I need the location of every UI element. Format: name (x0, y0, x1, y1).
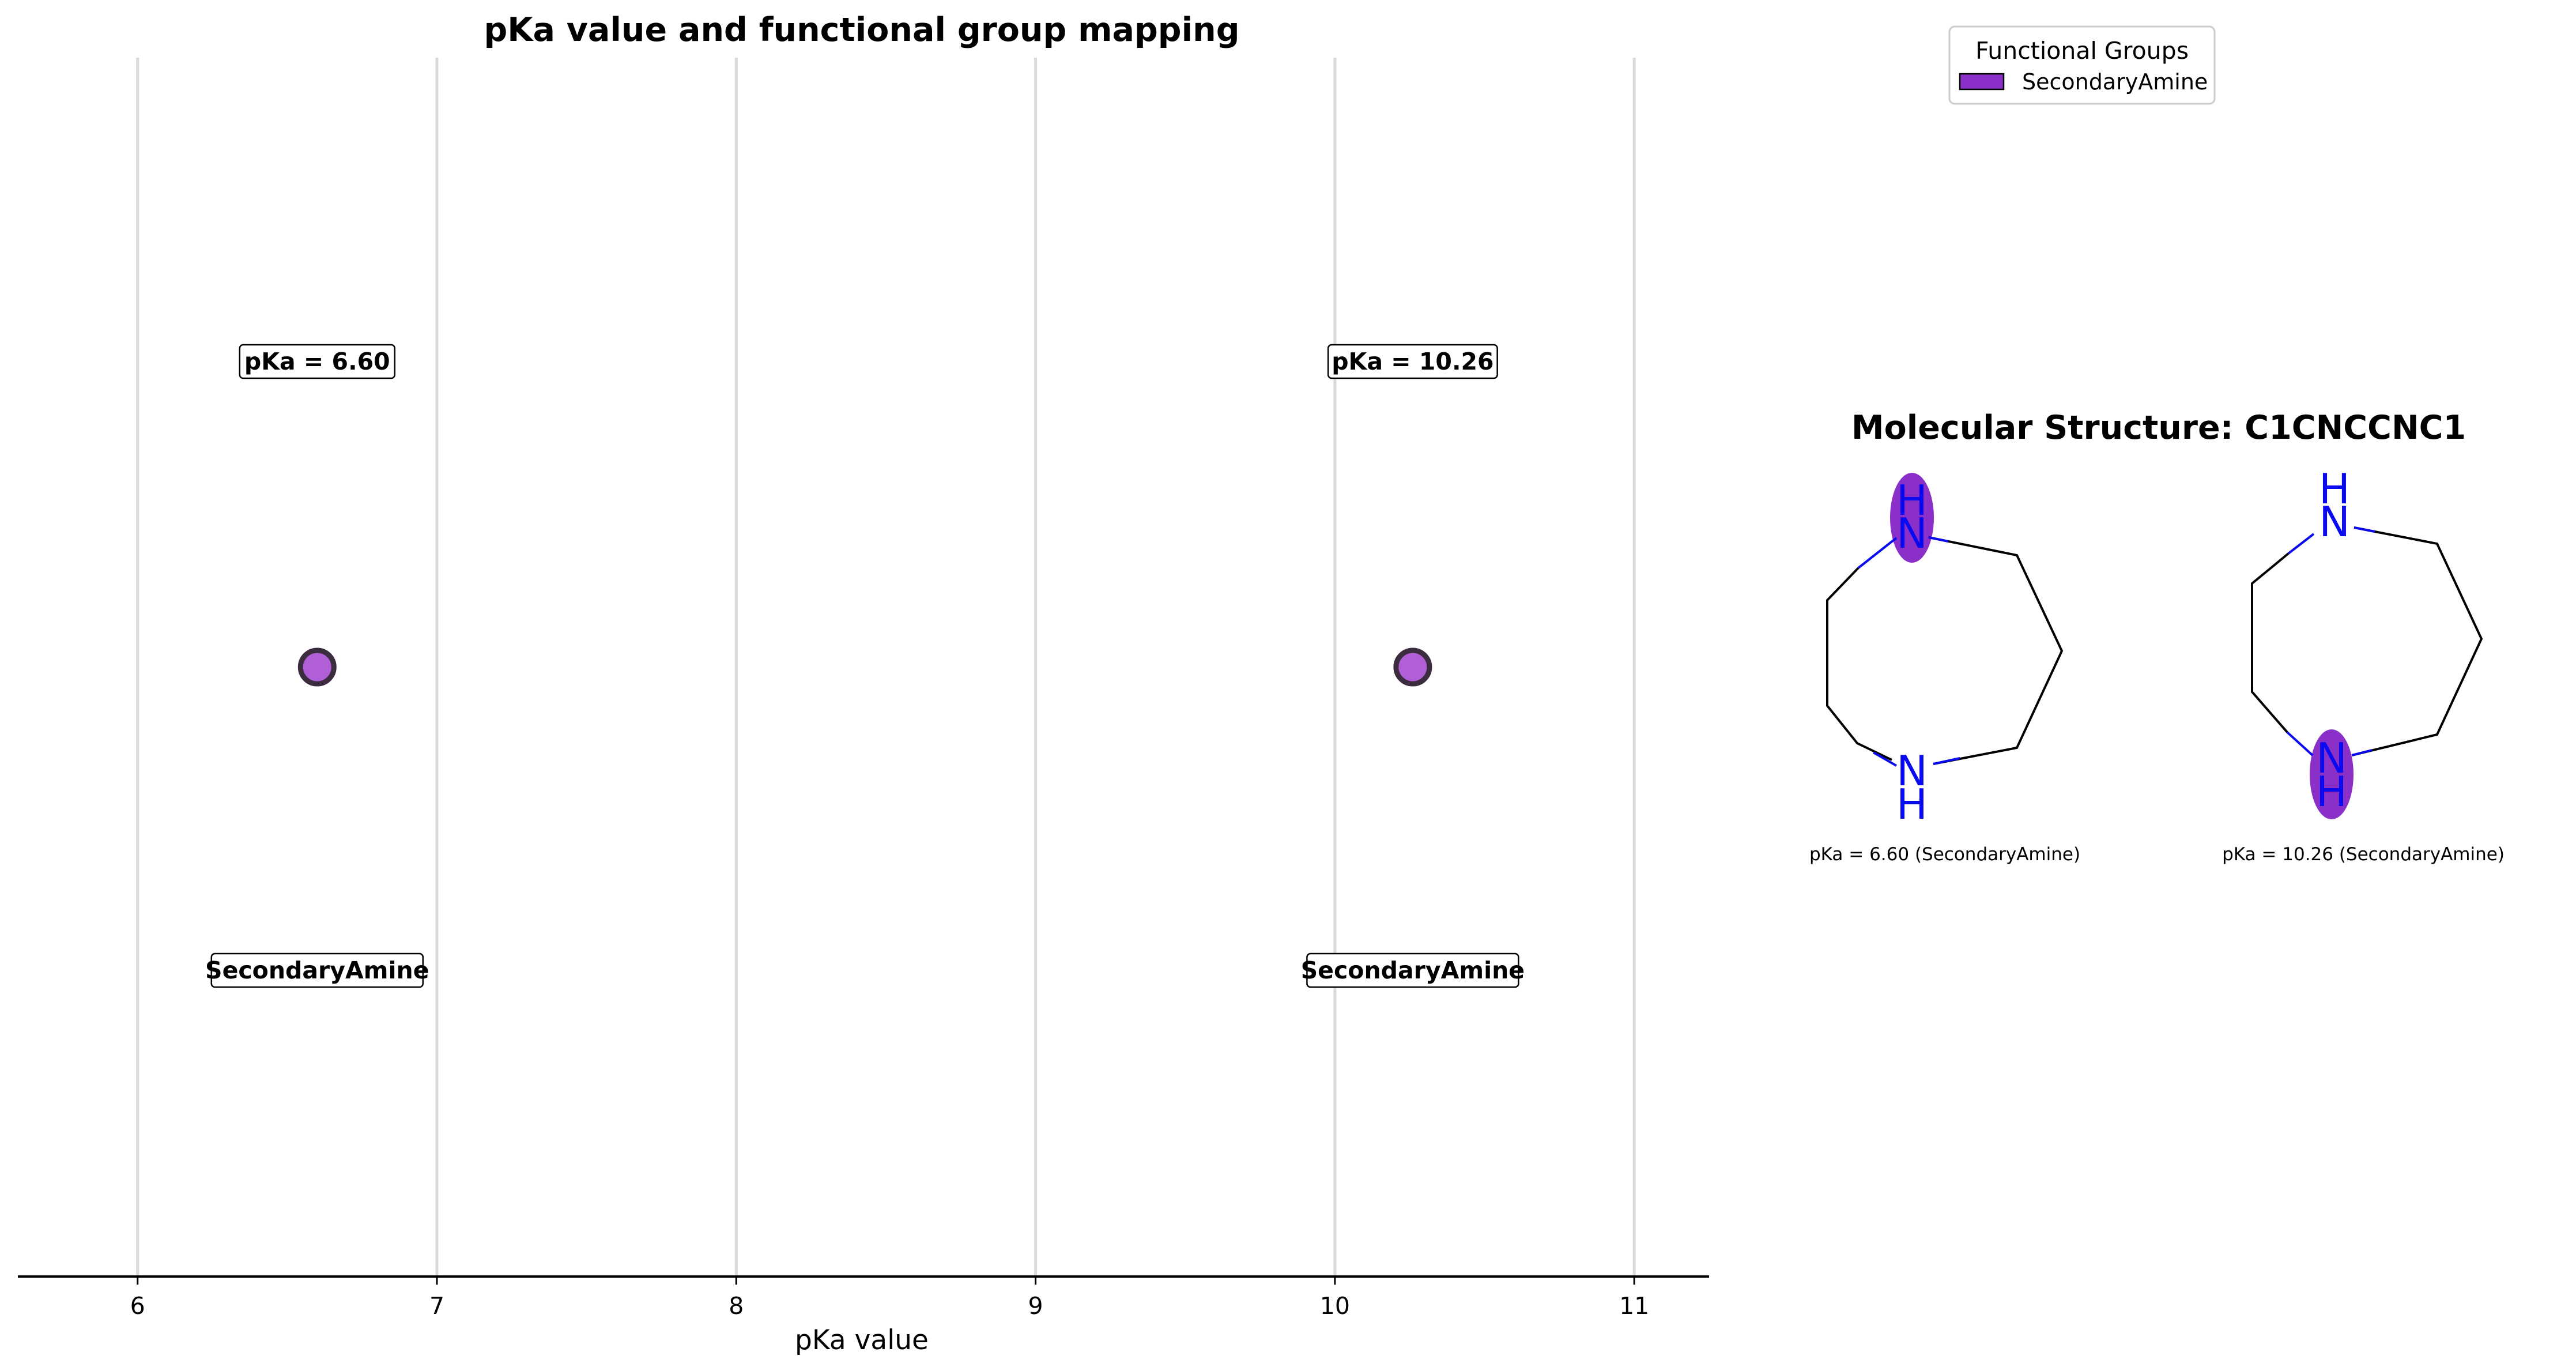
data-point (1393, 647, 1432, 687)
gridlines (136, 58, 1636, 1277)
ring-bonds (1928, 536, 2064, 765)
atom-h: H (1896, 780, 1928, 829)
bond-n-top-right (2354, 526, 2375, 533)
structure-title: Molecular Structure: C1CNCCNC1 (1851, 409, 2466, 447)
point-group-label: SecondaryAmine (1301, 957, 1525, 984)
atom-n: N (2316, 734, 2347, 782)
legend-entry-label: SecondaryAmine (2022, 69, 2208, 95)
x-tick-label: 8 (729, 1292, 744, 1320)
molecule-caption-2: pKa = 10.26 (SecondaryAmine) (2222, 844, 2505, 865)
x-tick-label: 11 (1619, 1292, 1649, 1320)
point-value-label: pKa = 10.26 (1332, 348, 1493, 375)
highlight-nh-top (1890, 473, 1934, 563)
atom-h: H (2316, 767, 2347, 816)
data-point (297, 647, 337, 687)
legend-swatch-secondaryamine (1959, 73, 2005, 91)
x-ticks: 6 7 8 9 10 11 (130, 1277, 1649, 1320)
ring-bonds-left (1826, 567, 1892, 761)
point-group-label-box (210, 952, 424, 988)
x-tick-label: 7 (429, 1292, 444, 1320)
pka-chart: pKa value and functional group mapping 6… (18, 11, 1709, 1356)
point-value-label: pKa = 6.60 (244, 348, 390, 375)
point-group-label-group: SecondaryAmine (1301, 952, 1525, 988)
atom-h: H (1896, 476, 1928, 525)
point-value-label-box (1327, 344, 1498, 379)
atom-n: N (1896, 509, 1928, 558)
legend-frame (1948, 25, 2216, 105)
ring-bonds (2351, 526, 2483, 756)
highlight-nh-bottom (2310, 729, 2354, 819)
x-tick-label: 10 (1320, 1292, 1350, 1320)
bond-n-top-right (1928, 536, 1949, 543)
bond-n-top (2287, 533, 2315, 555)
bond-n-bottom (1873, 751, 1897, 767)
bond-n-bottom-right (1933, 757, 1960, 765)
x-tick-label: 6 (130, 1292, 145, 1320)
legend: Functional Groups SecondaryAmine (1948, 25, 2216, 105)
data-points: pKa = 6.60 SecondaryAmine pKa = 10.26 Secon… (205, 344, 1525, 988)
point-value-label-box (239, 344, 396, 379)
atom-h: H (2319, 465, 2350, 513)
atom-n: N (2319, 498, 2350, 546)
molecular-structure-panel: Molecular Structure: C1CNCCNC1 H N N H p… (1809, 409, 2505, 865)
legend-title: Functional Groups (1975, 37, 2189, 65)
bond-n-top (1857, 537, 1898, 569)
ring-bonds-left (2251, 552, 2290, 733)
atom-n: N (1896, 747, 1928, 795)
point-value-label-group: pKa = 10.26 (1327, 344, 1498, 379)
bond-n-bottom-right (2351, 749, 2373, 756)
point-group-label-group: SecondaryAmine (205, 952, 429, 988)
x-axis-label: pKa value (795, 1324, 929, 1356)
point-group-label-box (1306, 952, 1519, 988)
molecule-caption-1: pKa = 6.60 (SecondaryAmine) (1809, 844, 2080, 865)
molecule-1: H N N H pKa = 6.60 (SecondaryAmine) (1809, 473, 2080, 865)
bond-n-bottom (2286, 731, 2314, 756)
point-group-label: SecondaryAmine (205, 957, 429, 984)
chart-title: pKa value and functional group mapping (484, 11, 1240, 49)
point-value-label-group: pKa = 6.60 (239, 344, 396, 379)
x-tick-label: 9 (1028, 1292, 1043, 1320)
molecule-2: H N N H pKa = 10.26 (SecondaryAmine) (2222, 465, 2505, 865)
